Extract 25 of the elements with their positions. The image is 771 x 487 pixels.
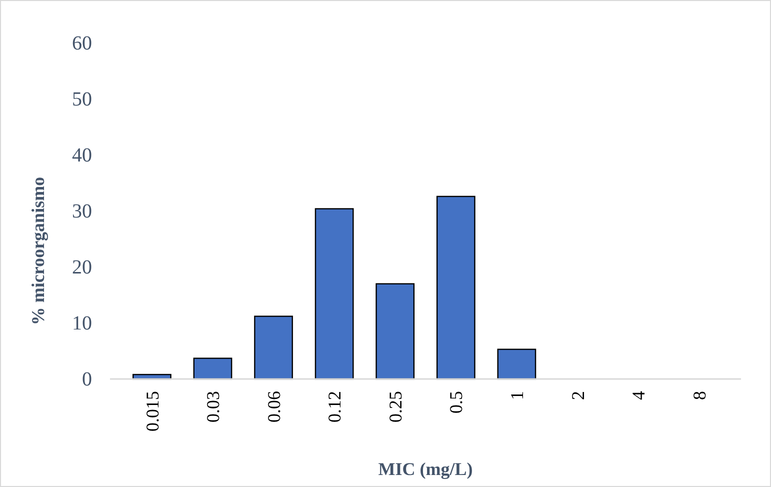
x-tick-label: 0.5: [446, 391, 466, 414]
bar: [193, 358, 232, 380]
x-tick-label: 1: [506, 391, 527, 400]
y-axis-title: % microorganismo: [28, 176, 48, 326]
y-tick-label: 20: [72, 256, 92, 278]
y-tick-label: 30: [72, 200, 92, 222]
y-tick-label: 50: [72, 88, 92, 110]
x-tick-label: 0.25: [385, 391, 406, 422]
x-tick-label: 0.12: [324, 391, 345, 422]
x-axis-title: MIC (mg/L): [378, 459, 473, 479]
bar: [314, 208, 354, 380]
bar: [254, 316, 293, 380]
bar: [436, 196, 476, 380]
y-tick-label: 60: [72, 32, 92, 54]
x-tick-label: 0.06: [264, 391, 284, 422]
y-tick-label: 10: [72, 312, 92, 334]
bar: [376, 283, 415, 380]
x-tick-label: 0.03: [203, 391, 224, 422]
y-tick-label: 40: [72, 144, 92, 166]
x-tick-label: 8: [689, 391, 710, 400]
x-tick-label: 0.015: [142, 391, 162, 432]
bar: [497, 348, 536, 380]
x-tick-label: 2: [568, 391, 588, 400]
x-tick-label: 4: [628, 391, 649, 400]
y-tick-label: 0: [82, 368, 92, 390]
